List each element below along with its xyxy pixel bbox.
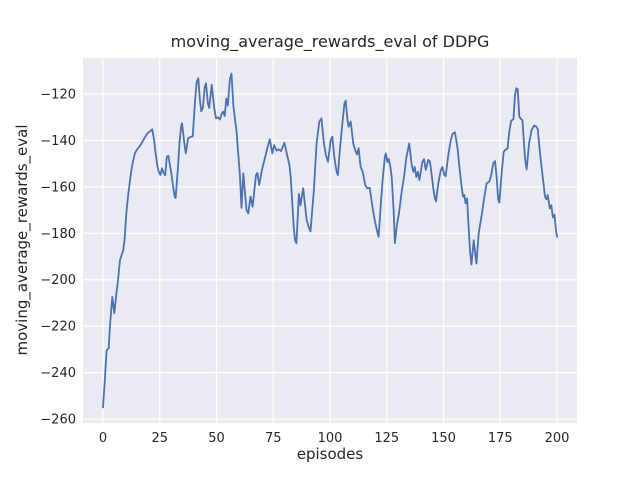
x-tick-label: 0 bbox=[99, 431, 107, 446]
reward-line bbox=[102, 72, 558, 409]
y-tick-label: −180 bbox=[40, 227, 76, 242]
x-tick-label: 200 bbox=[545, 431, 570, 446]
chart-title: moving_average_rewards_eval of DDPG bbox=[170, 32, 490, 51]
x-axis-label: episodes bbox=[296, 445, 364, 463]
y-tick-label: −260 bbox=[40, 413, 76, 428]
x-tick-label: 50 bbox=[208, 431, 225, 446]
x-tick-label: 25 bbox=[151, 431, 168, 446]
y-tick-label: −220 bbox=[40, 320, 76, 335]
y-tick-label: −120 bbox=[40, 87, 76, 102]
x-tick-label: 75 bbox=[265, 431, 282, 446]
y-tick-label: −160 bbox=[40, 180, 76, 195]
x-tick-label: 100 bbox=[318, 431, 343, 446]
y-tick-label: −240 bbox=[40, 366, 76, 381]
x-tick-label: 125 bbox=[374, 431, 399, 446]
y-tick-label: −200 bbox=[40, 273, 76, 288]
y-tick-label: −140 bbox=[40, 134, 76, 149]
x-tick-label: 150 bbox=[431, 431, 456, 446]
x-tick-label: 175 bbox=[488, 431, 513, 446]
